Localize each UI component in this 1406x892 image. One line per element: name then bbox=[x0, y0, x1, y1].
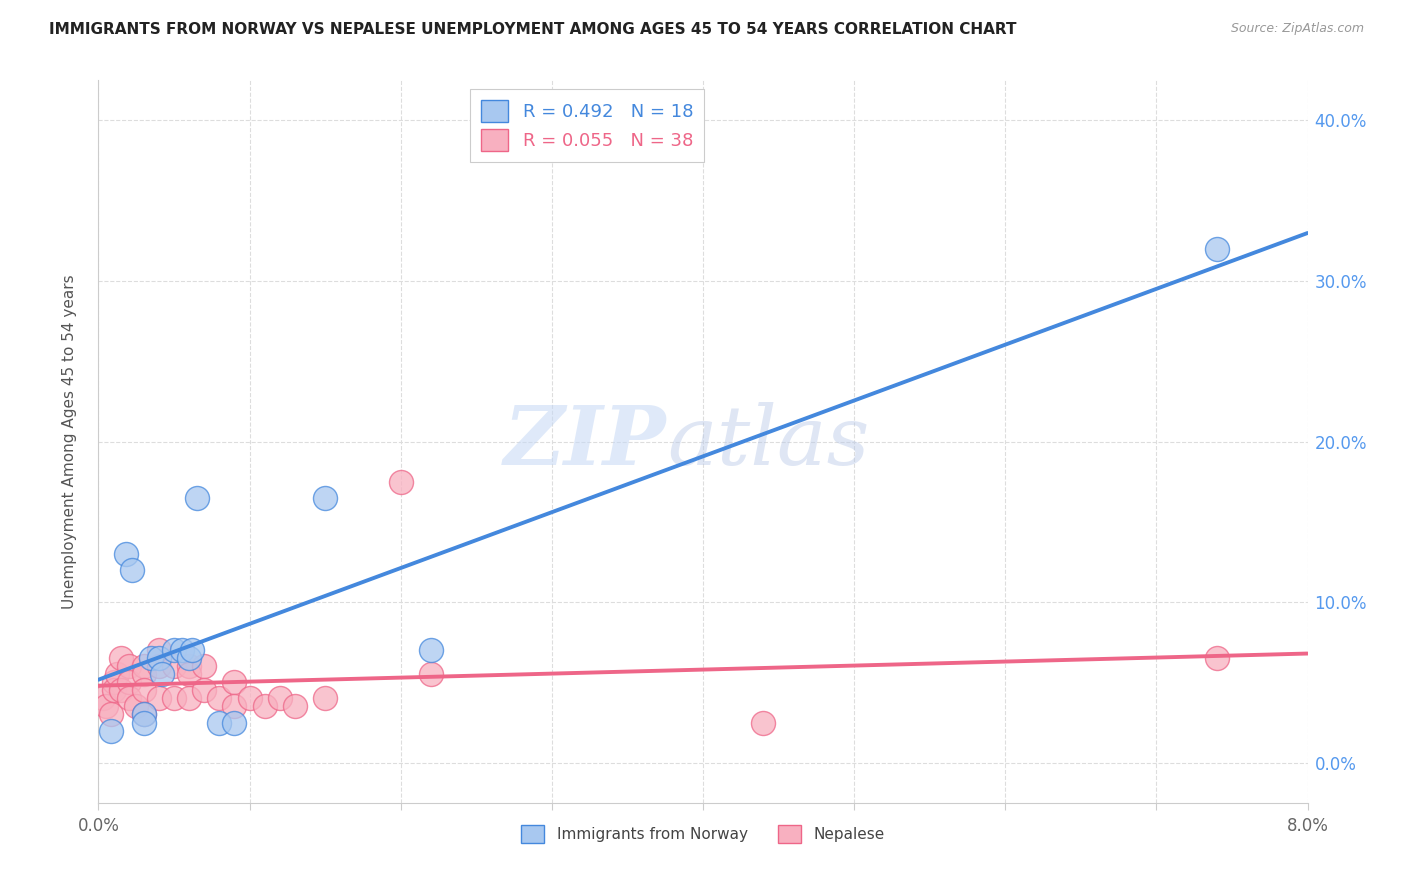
Point bbox=[118, 675, 141, 690]
Point bbox=[224, 715, 246, 730]
Point bbox=[110, 683, 132, 698]
Point bbox=[148, 651, 170, 665]
Point bbox=[148, 691, 170, 706]
Point bbox=[224, 675, 246, 690]
Point bbox=[193, 683, 215, 698]
Point bbox=[132, 707, 155, 722]
Text: Source: ZipAtlas.com: Source: ZipAtlas.com bbox=[1230, 22, 1364, 36]
Point bbox=[148, 643, 170, 657]
Point bbox=[132, 667, 155, 681]
Point bbox=[141, 651, 163, 665]
Point bbox=[91, 691, 114, 706]
Point bbox=[100, 723, 122, 738]
Point bbox=[389, 475, 412, 489]
Y-axis label: Unemployment Among Ages 45 to 54 years: Unemployment Among Ages 45 to 54 years bbox=[62, 274, 77, 609]
Point bbox=[114, 547, 136, 561]
Point bbox=[179, 691, 201, 706]
Point bbox=[132, 659, 155, 673]
Point bbox=[269, 691, 291, 706]
Point bbox=[239, 691, 262, 706]
Point bbox=[132, 683, 155, 698]
Point bbox=[125, 699, 148, 714]
Point bbox=[103, 683, 125, 698]
Point bbox=[103, 675, 125, 690]
Point bbox=[163, 691, 186, 706]
Point bbox=[121, 563, 143, 577]
Point bbox=[118, 691, 141, 706]
Legend: Immigrants from Norway, Nepalese: Immigrants from Norway, Nepalese bbox=[516, 819, 890, 849]
Point bbox=[752, 715, 775, 730]
Point bbox=[132, 707, 155, 722]
Point bbox=[132, 715, 155, 730]
Text: atlas: atlas bbox=[666, 401, 869, 482]
Point bbox=[314, 491, 336, 505]
Point bbox=[208, 715, 231, 730]
Point bbox=[94, 699, 117, 714]
Point bbox=[420, 667, 443, 681]
Point bbox=[284, 699, 307, 714]
Point bbox=[100, 707, 122, 722]
Point bbox=[314, 691, 336, 706]
Point bbox=[208, 691, 231, 706]
Text: IMMIGRANTS FROM NORWAY VS NEPALESE UNEMPLOYMENT AMONG AGES 45 TO 54 YEARS CORREL: IMMIGRANTS FROM NORWAY VS NEPALESE UNEMP… bbox=[49, 22, 1017, 37]
Point bbox=[224, 699, 246, 714]
Point bbox=[1206, 242, 1229, 256]
Point bbox=[253, 699, 276, 714]
Text: ZIP: ZIP bbox=[505, 401, 666, 482]
Point bbox=[148, 659, 170, 673]
Point bbox=[193, 659, 215, 673]
Point bbox=[1206, 651, 1229, 665]
Point bbox=[110, 651, 132, 665]
Point bbox=[163, 643, 186, 657]
Point bbox=[105, 667, 128, 681]
Point bbox=[179, 651, 201, 665]
Point bbox=[179, 659, 201, 673]
Point bbox=[170, 643, 193, 657]
Point bbox=[420, 643, 443, 657]
Point bbox=[118, 659, 141, 673]
Point bbox=[150, 667, 173, 681]
Point bbox=[186, 491, 208, 505]
Point bbox=[163, 659, 186, 673]
Point bbox=[181, 643, 204, 657]
Point bbox=[179, 667, 201, 681]
